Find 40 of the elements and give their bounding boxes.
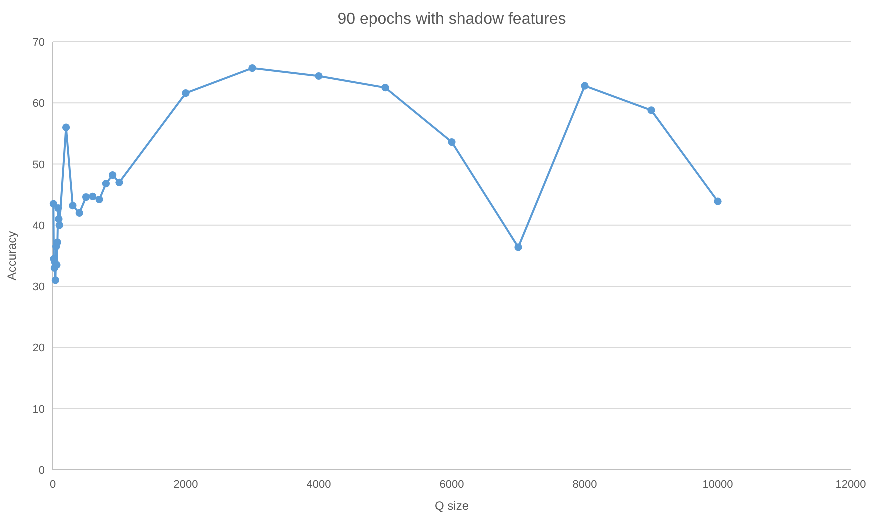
x-tick-label: 2000 bbox=[174, 479, 198, 491]
x-tick-label: 10000 bbox=[702, 479, 734, 491]
point bbox=[116, 178, 124, 186]
y-tick-label: 20 bbox=[32, 342, 45, 355]
point bbox=[82, 194, 90, 202]
point bbox=[315, 72, 323, 80]
point bbox=[714, 198, 722, 206]
point bbox=[448, 138, 456, 146]
y-tick-label: 10 bbox=[32, 404, 45, 416]
point bbox=[182, 90, 190, 98]
point bbox=[96, 196, 104, 204]
x-tick-label: 4000 bbox=[306, 479, 332, 491]
point bbox=[648, 106, 656, 114]
x-tick-label: 8000 bbox=[572, 479, 598, 491]
point bbox=[102, 180, 110, 188]
point bbox=[54, 204, 62, 212]
x-axis-title: Q size bbox=[434, 499, 470, 513]
point bbox=[54, 238, 62, 246]
point bbox=[76, 209, 84, 217]
point bbox=[62, 124, 70, 132]
point bbox=[581, 82, 589, 90]
chart-title: 90 epochs with shadow features bbox=[338, 11, 566, 28]
x-tick-label: 12000 bbox=[836, 479, 866, 491]
point bbox=[56, 222, 64, 230]
point bbox=[382, 84, 390, 92]
y-tick-label: 0 bbox=[38, 465, 45, 477]
point bbox=[89, 192, 97, 200]
y-tick-label: 70 bbox=[32, 37, 45, 49]
y-tick-label: 30 bbox=[32, 282, 45, 294]
point bbox=[109, 171, 117, 180]
point bbox=[248, 64, 256, 72]
y-tick-label: 50 bbox=[32, 159, 45, 172]
x-tick-label: 0 bbox=[50, 479, 56, 491]
y-tick-label: 40 bbox=[32, 220, 45, 232]
y-axis-title: Accuracy bbox=[5, 231, 19, 281]
x-tick-label: 6000 bbox=[440, 479, 464, 491]
y-tick-label: 60 bbox=[32, 98, 45, 110]
point bbox=[514, 244, 522, 252]
point bbox=[69, 202, 77, 210]
point bbox=[52, 276, 60, 284]
